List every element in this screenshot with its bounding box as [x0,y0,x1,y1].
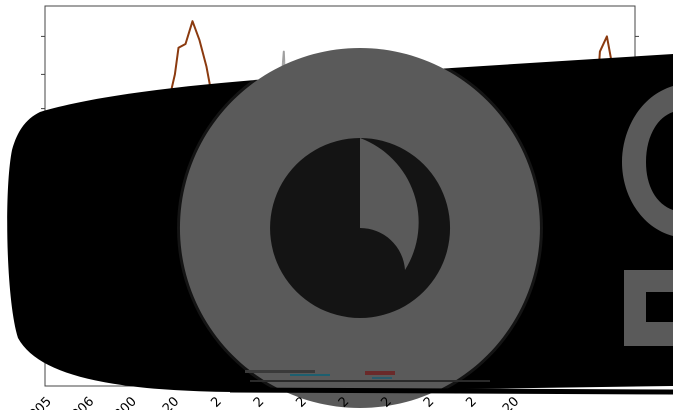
x-tick-label: 200 [112,394,140,410]
logo-ring [179,48,540,408]
x-tick-label: 2005 [21,394,55,410]
x-axis-tick-labels: 2005200620020222222220 [21,394,523,410]
x-tick-label: 2 [463,394,479,410]
x-tick-label: 2 [208,394,224,410]
logo-letter-c [622,86,673,236]
glitch-strip [245,370,490,382]
black-banner-overlay [7,45,673,410]
x-tick-label: 20 [160,394,182,410]
x-tick-label: 2 [251,394,267,410]
x-tick-label: 20 [500,394,522,410]
logo-letter-d [624,270,673,346]
logo-wedge [360,138,419,270]
x-tick-label: 2006 [63,394,97,410]
banner-bottom-stroke [229,387,673,395]
